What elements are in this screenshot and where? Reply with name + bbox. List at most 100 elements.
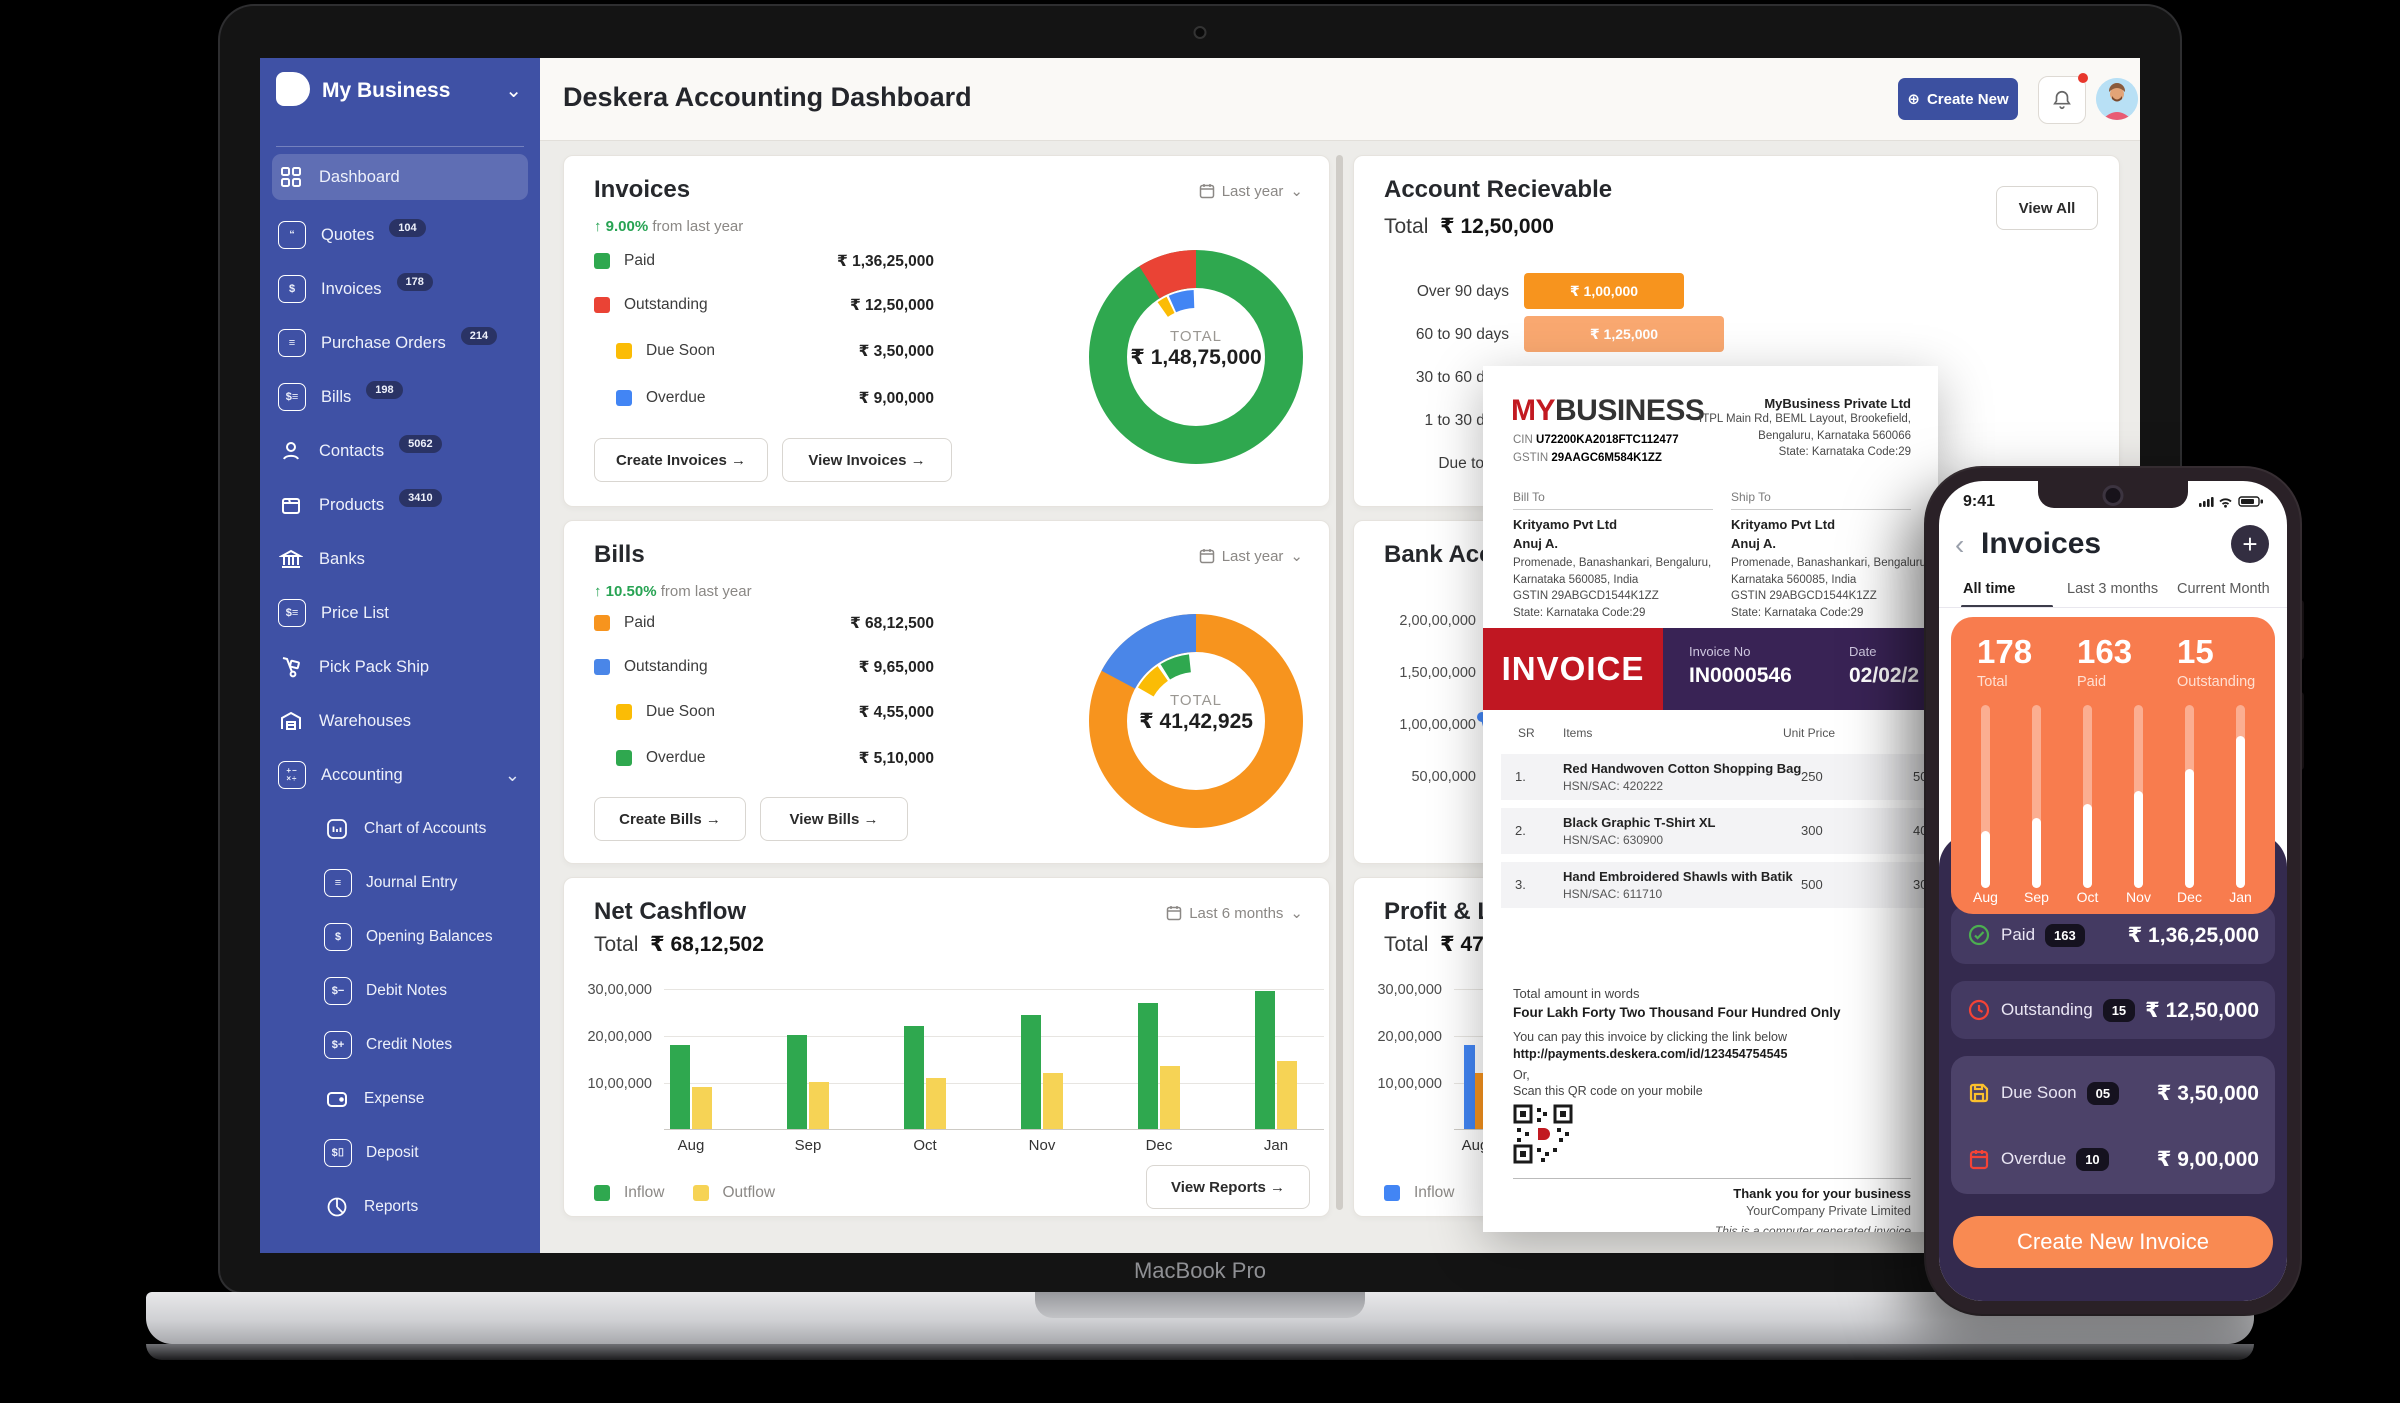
generated-note: This is a computer generated invoice (1714, 1224, 1911, 1232)
sidebar-item-dashboard[interactable]: Dashboard (272, 154, 528, 200)
sidebar-subitem-opening-balances[interactable]: $ Opening Balances (260, 910, 540, 964)
phone-row-overdue[interactable]: Overdue 10 ₹ 9,00,000 (1951, 1131, 2275, 1187)
phone-camera-icon (2102, 485, 2124, 506)
invoices-period-selector[interactable]: Last year ⌄ (1199, 182, 1303, 200)
sidebar-subitem-reports[interactable]: Reports (260, 1180, 540, 1234)
view-bills-button[interactable]: View Bills → (760, 797, 908, 841)
col-unit-price: Unit Price (1783, 726, 1836, 740)
stat-outstanding: 15 Outstanding (2177, 633, 2256, 690)
create-new-invoice-button[interactable]: Create New Invoice (1953, 1216, 2273, 1268)
credit-notes-icon: $+ (324, 1031, 352, 1059)
qr-deskera-logo (1538, 1128, 1550, 1140)
bills-period-selector[interactable]: Last year ⌄ (1199, 547, 1303, 565)
legend-row-outstanding: Outstanding ₹ 9,65,000 (594, 657, 934, 677)
chevron-down-icon: ⌄ (1290, 183, 1303, 200)
invoices-card-title: Invoices (594, 176, 691, 203)
sidebar-item-purchase-orders[interactable]: ≡ Purchase Orders 214 (260, 316, 540, 370)
month-label: Jan (1263, 1137, 1289, 1154)
accounting-chevron-down-icon[interactable]: ⌄ (504, 764, 520, 785)
invoices-icon: $ (278, 275, 306, 303)
sidebar-subitem-debit-notes[interactable]: $− Debit Notes (260, 964, 540, 1018)
phone-power-button (2297, 600, 2304, 660)
sidebar-item-label: Accounting (321, 765, 403, 784)
pay-link[interactable]: http://payments.deskera.com/id/123454754… (1513, 1047, 1788, 1061)
or-text: Or, (1513, 1068, 1530, 1082)
sidebar-item-label: Purchase Orders (321, 333, 446, 352)
create-new-button[interactable]: ⊕ Create New (1898, 78, 2018, 120)
invoice-banner-meta: Invoice No IN0000546 Date 02/02/2 (1663, 628, 1938, 710)
sidebar-item-products[interactable]: Products 3410 (260, 478, 540, 532)
y-tick: 50,00,000 (1411, 769, 1476, 785)
business-chevron-down-icon[interactable]: ⌄ (505, 80, 522, 102)
gridline (664, 1083, 1324, 1084)
add-invoice-button[interactable]: + (2231, 525, 2269, 563)
chart-of-accounts-icon (324, 816, 350, 842)
sidebar-item-contacts[interactable]: Contacts 5062 (260, 424, 540, 478)
invoice-brand-logo: MYBUSINESS (1511, 394, 1705, 427)
sidebar: My Business ⌄ Dashboard “ Quotes 104 (260, 58, 540, 1253)
sidebar-item-banks[interactable]: Banks (260, 532, 540, 586)
phone-volume-button (2297, 692, 2304, 770)
outstanding-swatch (594, 297, 610, 313)
legend-row-due-soon: Due Soon ₹ 4,55,000 (616, 702, 934, 722)
create-bills-button[interactable]: Create Bills → (594, 797, 746, 841)
price-list-icon: $≡ (278, 599, 306, 627)
tab-all-time[interactable]: All time (1963, 581, 2016, 597)
view-invoices-button[interactable]: View Invoices → (782, 438, 952, 482)
sidebar-item-pick-pack-ship[interactable]: Pick Pack Ship (260, 640, 540, 694)
view-all-button[interactable]: View All (1996, 186, 2098, 230)
sidebar-subitem-credit-notes[interactable]: $+ Credit Notes (260, 1018, 540, 1072)
invoice-gstin: GSTIN 29AAGC6M584K1ZZ (1513, 452, 1662, 464)
purchase-orders-count-badge: 214 (460, 327, 498, 345)
invoices-donut-chart (1089, 250, 1303, 464)
create-invoices-button[interactable]: Create Invoices → (594, 438, 768, 482)
invoice-item-row: 1. Red Handwoven Cotton Shopping Bag HSN… (1501, 754, 1938, 800)
phone-row-due-soon[interactable]: Due Soon 05 ₹ 3,50,000 (1951, 1065, 2275, 1121)
view-reports-button[interactable]: View Reports → (1146, 1165, 1310, 1209)
paid-swatch (594, 253, 610, 269)
phone-stats-card: 178 Total 163 Paid 15 Outstanding Aug Sep O… (1951, 617, 2275, 914)
notifications-button[interactable] (2038, 73, 2088, 124)
plus-circle-icon: ⊕ (1907, 91, 1920, 108)
tab-last-3-months[interactable]: Last 3 months (2067, 581, 2159, 597)
sidebar-item-label: Pick Pack Ship (319, 657, 430, 676)
user-avatar[interactable] (2096, 78, 2138, 120)
aging-bar-60-90[interactable]: ₹ 1,25,000 (1524, 316, 1724, 352)
receivable-total: Total ₹ 12,50,000 (1384, 215, 1554, 238)
cashflow-total: Total ₹ 68,12,502 (594, 933, 764, 956)
sidebar-item-label: Contacts (319, 441, 385, 460)
aging-bar-over-90[interactable]: ₹ 1,00,000 (1524, 273, 1684, 309)
sidebar-item-accounting[interactable]: +− ×÷ Accounting ⌄ (260, 748, 540, 802)
sidebar-item-warehouses[interactable]: Warehouses (260, 694, 540, 748)
sidebar-item-bills[interactable]: $≡ Bills 198 (260, 370, 540, 424)
journal-entry-icon: ≡ (324, 869, 352, 897)
y-tick: 1,00,00,000 (1399, 717, 1476, 733)
sidebar-subitem-deposit[interactable]: $⌷ Deposit (260, 1126, 540, 1180)
invoice-company-block: MyBusiness Private Ltd ITPL Main Rd, BEM… (1699, 396, 1911, 459)
sidebar-item-label: Warehouses (319, 711, 412, 730)
y-tick: 30,00,000 (587, 982, 652, 998)
sidebar-subitem-chart-of-accounts[interactable]: Chart of Accounts (260, 802, 540, 856)
bills-delta: ↑ 10.50% from last year (594, 583, 752, 600)
sidebar-item-label: Dashboard (319, 167, 400, 186)
inflow-swatch (594, 1185, 610, 1201)
phone-row-paid[interactable]: Paid 163 ₹ 1,36,25,000 (1951, 906, 2275, 964)
cashflow-period-selector[interactable]: Last 6 months ⌄ (1166, 904, 1303, 922)
sidebar-item-price-list[interactable]: $≡ Price List (260, 586, 540, 640)
phone-row-outstanding[interactable]: Outstanding 15 ₹ 12,50,000 (1951, 981, 2275, 1039)
back-chevron-icon[interactable]: ‹ (1955, 529, 1965, 560)
reports-pie-icon (324, 1194, 350, 1220)
x-axis (664, 1129, 1324, 1130)
pay-line: You can pay this invoice by clicking the… (1513, 1030, 1787, 1044)
tab-current-month[interactable]: Current Month (2177, 581, 2270, 597)
y-tick: 10,00,000 (587, 1076, 652, 1092)
sidebar-subitem-journal-entry[interactable]: ≡ Journal Entry (260, 856, 540, 910)
sidebar-item-invoices[interactable]: $ Invoices 178 (260, 262, 540, 316)
sidebar-item-quotes[interactable]: “ Quotes 104 (260, 208, 540, 262)
business-name[interactable]: My Business (322, 79, 451, 102)
vertical-scrollbar[interactable] (1336, 155, 1343, 1210)
quotes-icon: “ (278, 221, 306, 249)
tabs-divider (1939, 607, 2287, 608)
sidebar-subitem-expense[interactable]: Expense (260, 1072, 540, 1126)
sidebar-nav: Dashboard “ Quotes 104 $ Invoices 178 ≡ (260, 154, 540, 1234)
